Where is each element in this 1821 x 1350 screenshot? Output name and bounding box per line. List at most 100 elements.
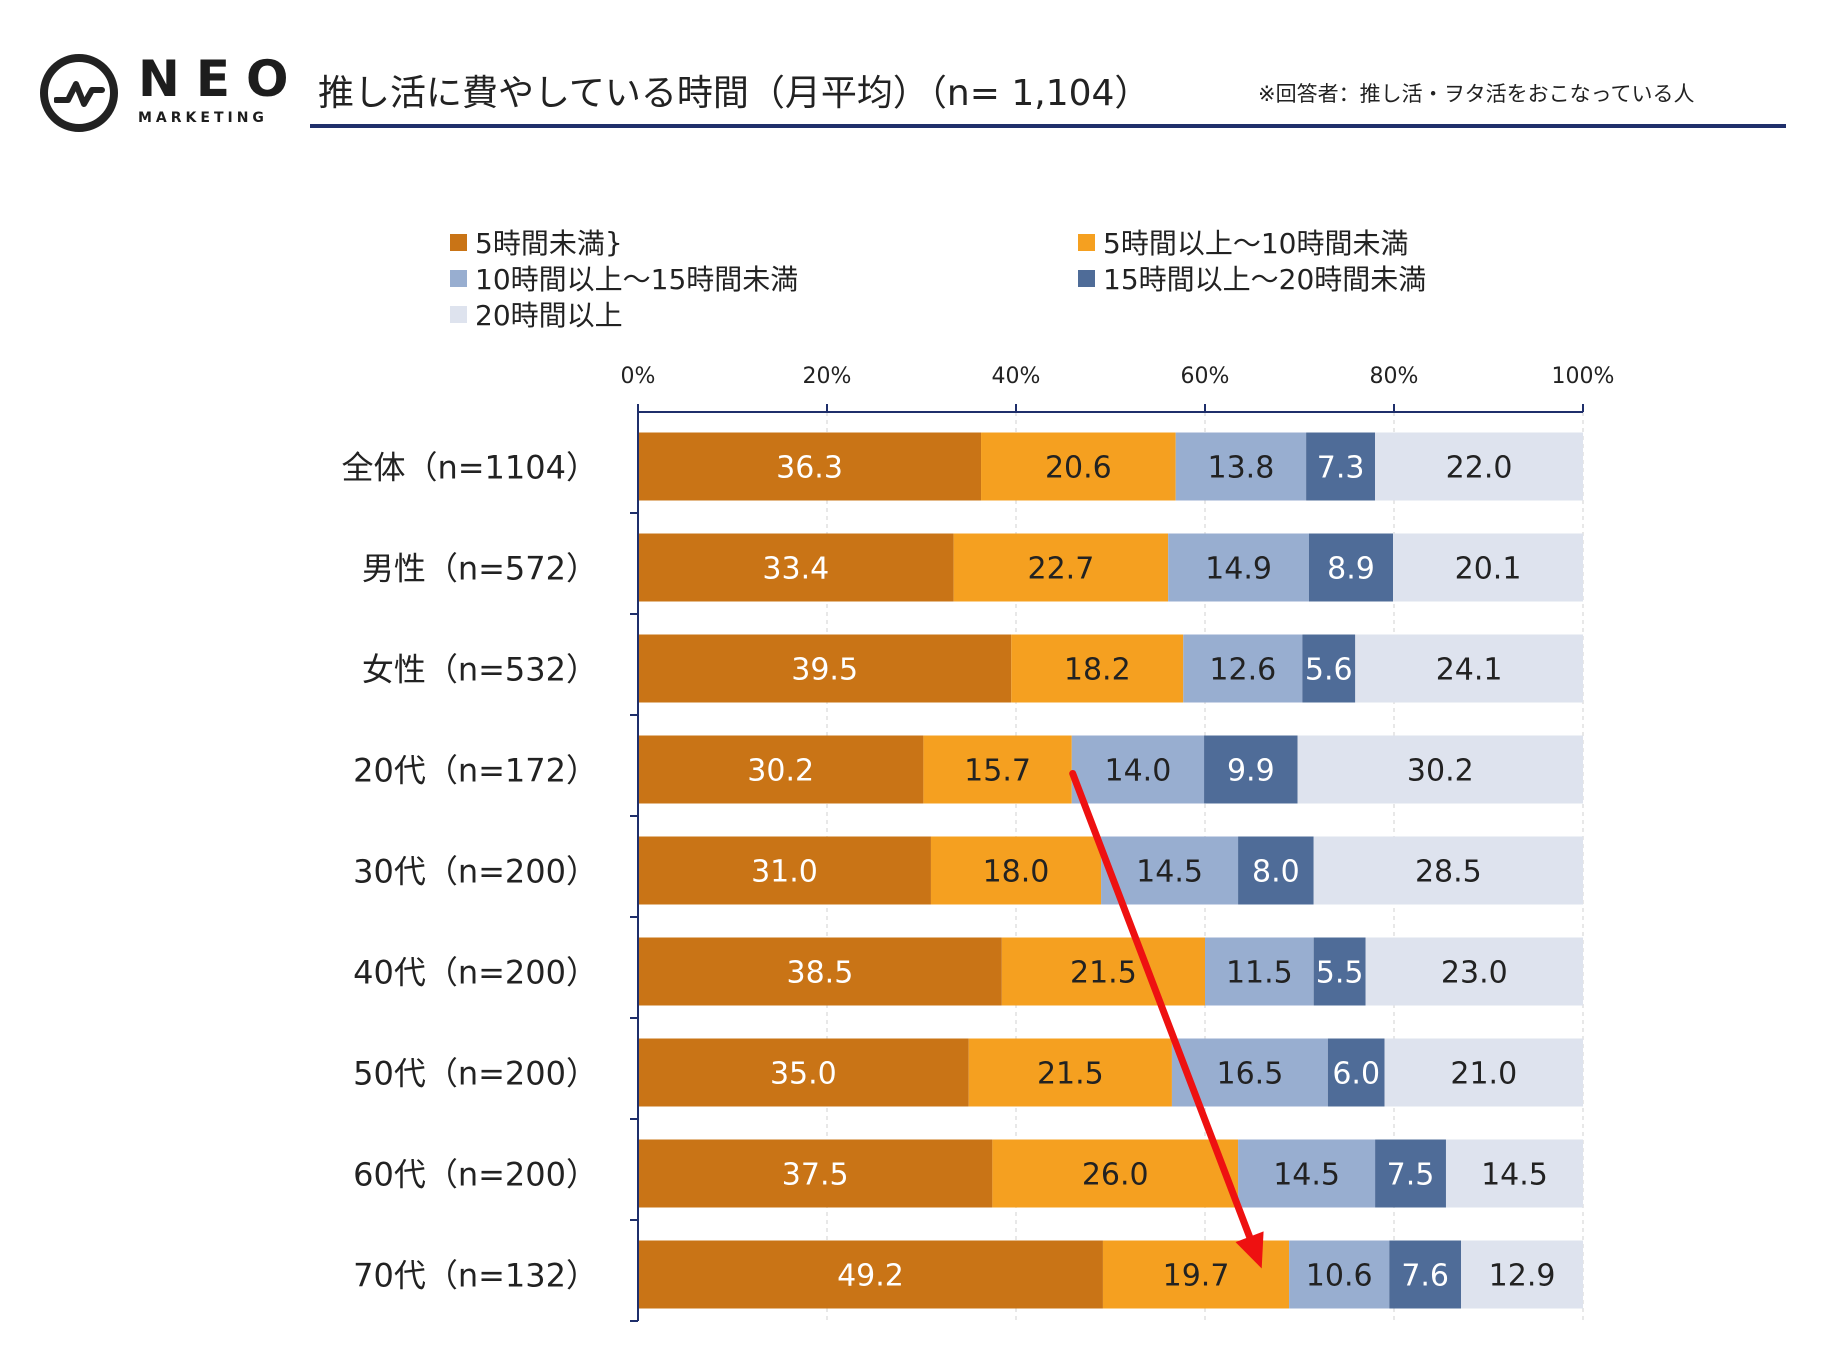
bar-value-label: 12.9 xyxy=(1489,1259,1556,1294)
legend-swatch xyxy=(450,305,467,323)
bar-segment xyxy=(1313,937,1366,1006)
bar-segment xyxy=(1175,432,1307,501)
bar-segment xyxy=(638,1139,993,1208)
bar-segment xyxy=(1445,1139,1583,1208)
bar-value-label: 8.0 xyxy=(1252,855,1300,890)
bar-value-label: 30.2 xyxy=(1407,754,1474,789)
bar-value-label: 38.5 xyxy=(787,956,854,991)
bar-segment xyxy=(638,1038,969,1107)
bar-value-label: 16.5 xyxy=(1216,1057,1283,1092)
bar-segment xyxy=(1389,1240,1462,1309)
bar-value-label: 7.5 xyxy=(1387,1158,1435,1193)
bar-value-label: 21.5 xyxy=(1070,956,1137,991)
bar-segment xyxy=(638,432,982,501)
legend-label: 20時間以上 xyxy=(475,299,623,332)
legend-item-15-20h: 15時間以上～20時間未満 xyxy=(1078,258,1426,298)
x-tick-label: 60% xyxy=(1181,364,1230,389)
bar-segment xyxy=(923,735,1072,804)
category-label: 女性（n=532） xyxy=(362,651,598,689)
bar-value-label: 11.5 xyxy=(1226,956,1293,991)
bar-segment xyxy=(1238,836,1314,905)
bar-segment xyxy=(1306,432,1376,501)
bar-segment xyxy=(1365,937,1583,1006)
legend-item-10-15h: 10時間以上～15時間未満 xyxy=(450,258,798,298)
legend-label: 15時間以上～20時間未満 xyxy=(1103,263,1427,296)
trend-arrow-line xyxy=(1069,770,1254,1241)
bar-segment xyxy=(1204,735,1298,804)
bar-value-label: 7.6 xyxy=(1401,1259,1449,1294)
bar-segment xyxy=(1375,432,1583,501)
category-label: 50代（n=200） xyxy=(353,1055,598,1093)
bar-value-label: 30.2 xyxy=(747,754,814,789)
bar-segment xyxy=(1302,634,1356,703)
bar-segment xyxy=(1327,1038,1385,1107)
bar-segment xyxy=(638,937,1002,1006)
bar-value-label: 14.5 xyxy=(1136,855,1203,890)
category-label: 20代（n=172） xyxy=(353,752,598,790)
logo-wordmark: NEO xyxy=(138,50,305,108)
bar-value-label: 20.6 xyxy=(1045,451,1112,486)
bar-segment xyxy=(1101,836,1239,905)
bar-segment xyxy=(1238,1139,1376,1208)
bar-segment xyxy=(992,1139,1239,1208)
bar-value-label: 31.0 xyxy=(751,855,818,890)
bar-segment xyxy=(1205,937,1314,1006)
category-label: 男性（n=572） xyxy=(362,550,598,588)
x-tick-label: 40% xyxy=(992,364,1041,389)
bar-segment xyxy=(968,1038,1172,1107)
bar-segment xyxy=(638,634,1012,703)
legend-item-over-20h: 20時間以上 xyxy=(450,294,623,334)
legend-label: 5時間以上～10時間未満 xyxy=(1103,227,1409,260)
bar-value-label: 5.5 xyxy=(1316,956,1364,991)
category-label: 70代（n=132） xyxy=(353,1257,598,1295)
bar-value-label: 37.5 xyxy=(782,1158,849,1193)
bar-value-label: 18.0 xyxy=(983,855,1050,890)
legend-swatch xyxy=(450,269,467,287)
bar-segment xyxy=(953,533,1169,602)
bar-value-label: 21.5 xyxy=(1037,1057,1104,1092)
bar-value-label: 7.3 xyxy=(1317,451,1365,486)
legend-item-5-10h: 5時間以上～10時間未満 xyxy=(1078,222,1408,262)
bar-value-label: 19.7 xyxy=(1163,1259,1230,1294)
neo-marketing-logo: NEO MARKETING xyxy=(40,50,289,140)
bar-value-label: 49.2 xyxy=(837,1259,904,1294)
bar-value-label: 20.1 xyxy=(1455,552,1522,587)
bar-segment xyxy=(1393,533,1583,602)
bar-value-label: 18.2 xyxy=(1064,653,1131,688)
legend-swatch xyxy=(1078,233,1095,251)
bar-segment xyxy=(981,432,1176,501)
chart-legend: 5時間未満 } 5時間以上～10時間未満 10時間以上～15時間未満 15時間以… xyxy=(450,222,1550,332)
legend-item-under-5h: 5時間未満 } xyxy=(450,222,623,262)
bar-value-label: 15.7 xyxy=(964,754,1031,789)
category-label: 60代（n=200） xyxy=(353,1156,598,1194)
bar-segment xyxy=(1011,634,1184,703)
bar-value-label: 24.1 xyxy=(1436,653,1503,688)
category-label: 全体（n=1104） xyxy=(341,449,598,487)
bar-value-label: 21.0 xyxy=(1450,1057,1517,1092)
legend-label: 10時間以上～15時間未満 xyxy=(475,263,799,296)
bar-value-label: 12.6 xyxy=(1209,653,1276,688)
bar-segment xyxy=(638,836,931,905)
bar-value-label: 14.5 xyxy=(1273,1158,1340,1193)
bar-segment xyxy=(1308,533,1394,602)
legend-swatch xyxy=(450,233,467,251)
bar-value-label: 36.3 xyxy=(776,451,843,486)
bar-value-label: 26.0 xyxy=(1082,1158,1149,1193)
bar-segment xyxy=(1071,735,1205,804)
bar-value-label: 5.6 xyxy=(1305,653,1353,688)
bar-segment xyxy=(638,1240,1103,1309)
title-underline xyxy=(310,124,1786,128)
bar-value-label: 9.9 xyxy=(1227,754,1275,789)
bar-segment xyxy=(1183,634,1303,703)
bar-value-label: 23.0 xyxy=(1441,956,1508,991)
bar-segment xyxy=(1289,1240,1390,1309)
respondent-note: ※回答者：推し活・ヲタ活をおこなっている人 xyxy=(1258,82,1695,106)
bar-segment xyxy=(638,735,924,804)
category-label: 30代（n=200） xyxy=(353,853,598,891)
bar-segment xyxy=(1375,1139,1446,1208)
bar-segment xyxy=(638,533,954,602)
page-title: 推し活に費やしている時間（月平均）（n= 1,104） xyxy=(318,73,1151,114)
x-tick-label: 80% xyxy=(1370,364,1419,389)
bar-segment xyxy=(1355,634,1583,703)
